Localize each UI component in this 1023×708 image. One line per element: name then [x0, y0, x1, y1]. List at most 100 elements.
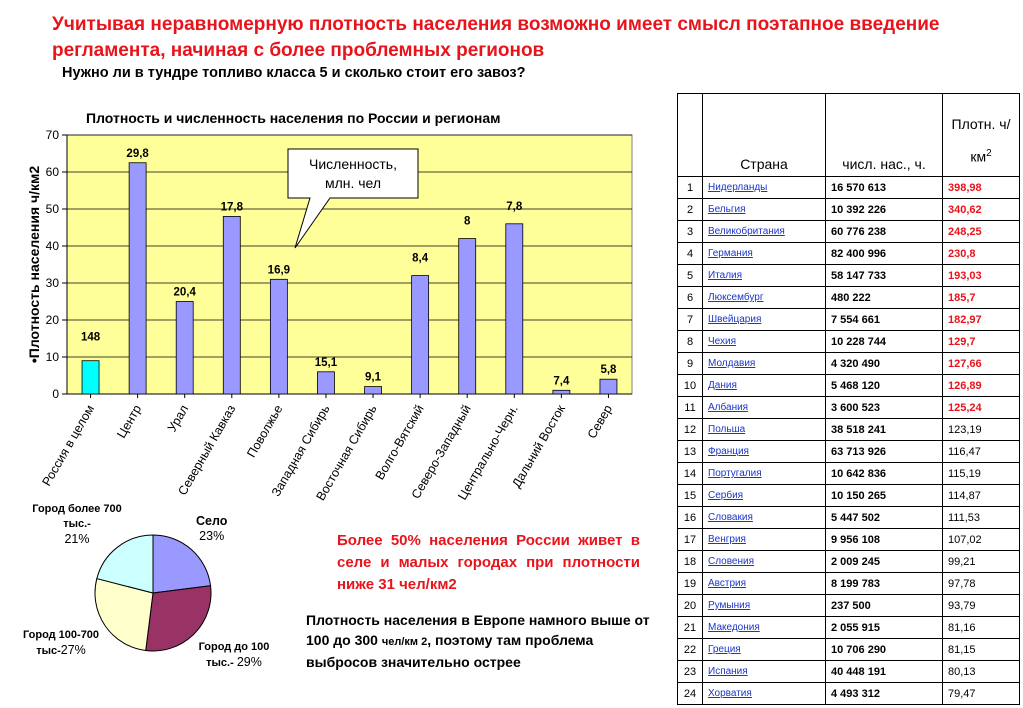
- row-number: 4: [677, 242, 703, 265]
- country-link[interactable]: Румыния: [702, 594, 826, 617]
- country-link[interactable]: Италия: [702, 264, 826, 287]
- row-number: 13: [677, 440, 703, 463]
- callout-population: Численность, млн. чел: [287, 148, 419, 249]
- table-row: 9 Молдавия 4 320 490 127,66: [677, 352, 1020, 375]
- country-link[interactable]: Австрия: [702, 572, 826, 595]
- table-row: 17 Венгрия 9 956 108 107,02: [677, 528, 1020, 551]
- country-link[interactable]: Германия: [702, 242, 826, 265]
- country-link[interactable]: Польша: [702, 418, 826, 441]
- country-link[interactable]: Испания: [702, 660, 826, 683]
- density-cell: 126,89: [942, 374, 1020, 397]
- density-cell: 127,66: [942, 352, 1020, 375]
- row-number: 8: [677, 330, 703, 353]
- table-row: 18 Словения 2 009 245 99,21: [677, 550, 1020, 573]
- country-link[interactable]: Хорватия: [702, 682, 826, 705]
- country-link[interactable]: Франция: [702, 440, 826, 463]
- row-number: 16: [677, 506, 703, 529]
- population-cell: 8 199 783: [825, 572, 943, 595]
- note-europe-density: Плотность населения в Европе намного выш…: [306, 610, 666, 672]
- density-cell: 123,19: [942, 418, 1020, 441]
- population-cell: 60 776 238: [825, 220, 943, 243]
- population-cell: 5 447 502: [825, 506, 943, 529]
- row-number: 12: [677, 418, 703, 441]
- country-link[interactable]: Португалия: [702, 462, 826, 485]
- table-body: 1 Нидерланды 16 570 613 398,98 2 Бельгия 10 39…: [677, 176, 1020, 705]
- page-subheadline: Нужно ли в тундре топливо класса 5 и ско…: [62, 65, 526, 81]
- data-label: 5,8: [600, 364, 617, 376]
- country-link[interactable]: Нидерланды: [702, 176, 826, 199]
- pie-slice-2: [94, 577, 154, 652]
- y-tick-label: 40: [46, 239, 60, 253]
- x-tick-label: Центр: [114, 402, 144, 440]
- table-row: 1 Нидерланды 16 570 613 398,98: [677, 176, 1020, 199]
- row-number: 20: [677, 594, 703, 617]
- note-europe-unit: чел/км 2: [381, 636, 428, 648]
- bar-8: [458, 238, 477, 395]
- y-tick-label: 20: [46, 313, 60, 327]
- table-row: 15 Сербия 10 150 265 114,87: [677, 484, 1020, 507]
- population-cell: 4 320 490: [825, 352, 943, 375]
- y-axis-label: •Плотность населения ч/км2: [26, 166, 42, 364]
- table-row: 12 Польша 38 518 241 123,19: [677, 418, 1020, 441]
- pie-label-town-mid-pct: 27%: [60, 643, 86, 657]
- table-row: 21 Македония 2 055 915 81,16: [677, 616, 1020, 639]
- table-row: 4 Германия 82 400 996 230,8: [677, 242, 1020, 265]
- pie-label-town-mid: Город 100-700 тыс-27%: [20, 628, 102, 659]
- country-link[interactable]: Люксембург: [702, 286, 826, 309]
- data-label: 20,4: [174, 287, 197, 299]
- row-number: 3: [677, 220, 703, 243]
- population-cell: 16 570 613: [825, 176, 943, 199]
- row-number: 24: [677, 682, 703, 705]
- country-link[interactable]: Венгрия: [702, 528, 826, 551]
- pie-label-town-mid-name: Город 100-700 тыс-: [22, 629, 100, 657]
- density-cell: 230,8: [942, 242, 1020, 265]
- table-row: 6 Люксембург 480 222 185,7: [677, 286, 1020, 309]
- population-cell: 10 228 744: [825, 330, 943, 353]
- bar-0: [81, 360, 100, 395]
- data-label: 148: [81, 332, 101, 344]
- data-label: 29,8: [126, 148, 149, 160]
- callout-line-2: млн. чел: [325, 175, 381, 191]
- x-tick-label: Север: [585, 402, 615, 441]
- population-cell: 3 600 523: [825, 396, 943, 419]
- x-tick-label: Урал: [165, 403, 191, 435]
- density-cell: 111,53: [942, 506, 1020, 529]
- country-link[interactable]: Греция: [702, 638, 826, 661]
- population-cell: 58 147 733: [825, 264, 943, 287]
- table-row: 24 Хорватия 4 493 312 79,47: [677, 682, 1020, 705]
- row-number: 9: [677, 352, 703, 375]
- table-header-country: Страна: [702, 93, 826, 177]
- row-number: 15: [677, 484, 703, 507]
- population-cell: 82 400 996: [825, 242, 943, 265]
- row-number: 14: [677, 462, 703, 485]
- country-link[interactable]: Македония: [702, 616, 826, 639]
- country-link[interactable]: Дания: [702, 374, 826, 397]
- density-cell: 125,24: [942, 396, 1020, 419]
- pie-label-selo-name: Село: [196, 514, 228, 528]
- table-header-num: [677, 93, 703, 177]
- country-link[interactable]: Сербия: [702, 484, 826, 507]
- pie-slice-3: [96, 534, 154, 594]
- bar-6: [364, 386, 382, 395]
- country-link[interactable]: Словения: [702, 550, 826, 573]
- population-cell: 63 713 926: [825, 440, 943, 463]
- bar-1: [128, 162, 147, 395]
- density-cell: 182,97: [942, 308, 1020, 331]
- population-cell: 5 468 120: [825, 374, 943, 397]
- table-header-density-label: Плотн. ч/км: [951, 116, 1011, 165]
- table-row: 14 Португалия 10 642 836 115,19: [677, 462, 1020, 485]
- density-cell: 248,25: [942, 220, 1020, 243]
- density-cell: 398,98: [942, 176, 1020, 199]
- density-cell: 340,62: [942, 198, 1020, 221]
- country-link[interactable]: Швейцария: [702, 308, 826, 331]
- country-link[interactable]: Великобритания: [702, 220, 826, 243]
- pie-slice-1: [145, 585, 212, 652]
- table-row: 3 Великобритания 60 776 238 248,25: [677, 220, 1020, 243]
- country-link[interactable]: Молдавия: [702, 352, 826, 375]
- country-link[interactable]: Бельгия: [702, 198, 826, 221]
- country-link[interactable]: Словакия: [702, 506, 826, 529]
- density-cell: 115,19: [942, 462, 1020, 485]
- country-link[interactable]: Албания: [702, 396, 826, 419]
- country-link[interactable]: Чехия: [702, 330, 826, 353]
- pie-label-town-small-name: Город до 100 тыс.-: [198, 641, 270, 669]
